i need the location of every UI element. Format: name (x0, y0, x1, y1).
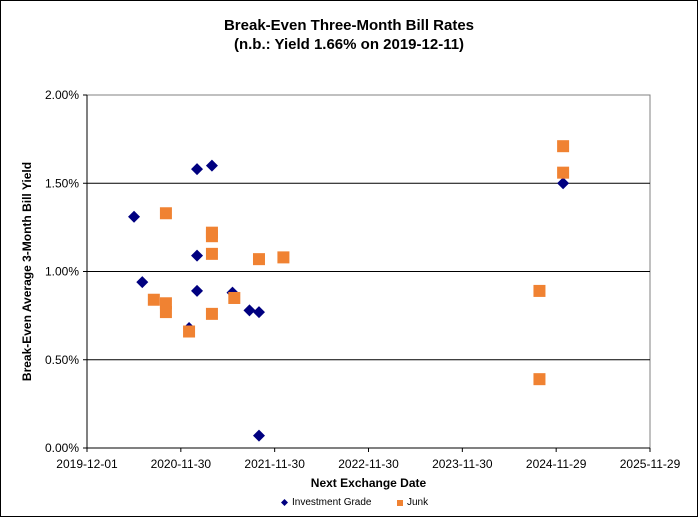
square-marker-icon (397, 499, 403, 506)
data-point-junk (277, 251, 290, 264)
y-axis-label: Break-Even Average 3-Month Bill Yield (20, 162, 34, 381)
data-point-junk (159, 207, 172, 220)
x-tick-label: 2023-11-30 (432, 457, 493, 471)
data-point-junk (205, 230, 218, 243)
data-point-junk (557, 140, 570, 153)
x-tick-label: 2022-11-30 (338, 457, 399, 471)
data-point-junk (557, 166, 570, 179)
chart-title: Break-Even Three-Month Bill Rates (223, 17, 475, 34)
y-tick-label: 1.50% (45, 176, 79, 190)
x-tick-label: 2019-12-01 (56, 457, 118, 471)
data-point-investment-grade (252, 306, 265, 319)
data-point-junk (147, 293, 160, 306)
y-tick-label: 1.00% (45, 265, 79, 279)
data-point-investment-grade (252, 429, 265, 442)
data-point-junk (205, 307, 218, 320)
x-axis-label: Next Exchange Date (311, 476, 427, 490)
x-tick-label: 2021-11-30 (244, 457, 305, 471)
x-tick-label: 2024-11-29 (526, 457, 587, 471)
legend-investment-grade: Investment Grade (281, 497, 371, 508)
data-point-junk (228, 291, 241, 304)
chart-subtitle: (n.b.: Yield 1.66% on 2019-12-11) (233, 36, 465, 53)
legend-junk: Junk (397, 497, 428, 508)
y-tick-label: 2.00% (45, 88, 79, 102)
legend-label: Junk (407, 497, 429, 508)
diamond-marker-icon (281, 499, 288, 506)
data-point-investment-grade (243, 304, 256, 317)
data-point-investment-grade (128, 210, 141, 223)
data-point-investment-grade (136, 276, 149, 289)
y-tick-label: 0.50% (45, 353, 79, 367)
data-point-junk (205, 247, 218, 260)
data-point-investment-grade (557, 177, 570, 190)
data-point-junk (533, 284, 546, 297)
data-point-investment-grade (205, 159, 218, 172)
legend-label: Investment Grade (292, 497, 372, 508)
data-point-junk (252, 253, 265, 266)
data-point-investment-grade (191, 249, 204, 262)
data-point-junk (533, 373, 546, 386)
data-point-investment-grade (191, 163, 204, 176)
x-tick-label: 2020-11-30 (151, 457, 212, 471)
y-tick-label: 0.00% (45, 441, 79, 455)
x-tick-label: 2025-11-29 (620, 457, 681, 471)
data-point-junk (159, 306, 172, 319)
data-point-junk (183, 325, 196, 338)
data-point-investment-grade (191, 284, 204, 297)
